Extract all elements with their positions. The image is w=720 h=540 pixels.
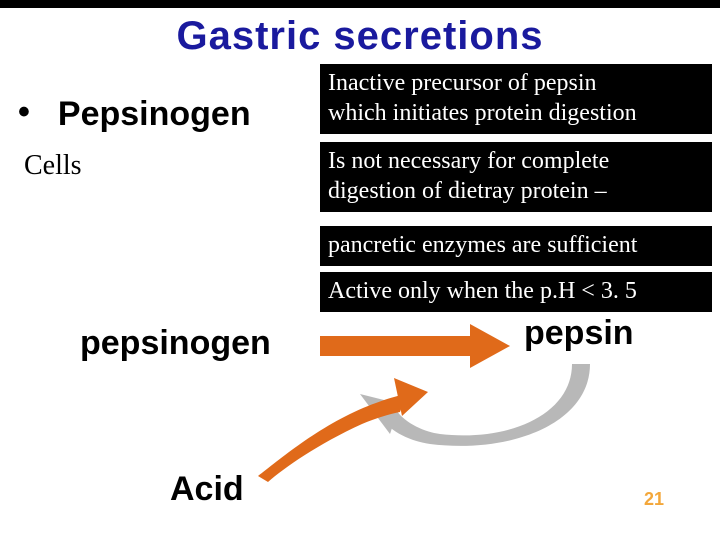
box2-line2: digestion of dietray protein – — [328, 178, 607, 204]
pepsinogen-heading: Pepsinogen — [58, 95, 251, 134]
box2-line1: Is not necessary for complete — [328, 148, 609, 174]
pepsinogen-label: pepsinogen — [80, 324, 271, 363]
top-black-bar — [0, 0, 720, 8]
cells-label: Cells — [24, 150, 82, 182]
box4-text: Active only when the p.H < 3. 5 — [328, 278, 637, 304]
definition-box-1: Inactive precursor of pepsin which initi… — [320, 64, 712, 134]
box1-line2: which initiates protein digestion — [328, 100, 637, 126]
bullet-dot: • — [18, 95, 30, 129]
slide-title: Gastric secretions — [0, 14, 720, 59]
acid-label: Acid — [170, 470, 244, 509]
arrow-curved-orange-icon — [248, 366, 428, 486]
box1-line1: Inactive precursor of pepsin — [328, 70, 597, 96]
definition-box-3: pancretic enzymes are sufficient — [320, 226, 712, 266]
box3-text: pancretic enzymes are sufficient — [328, 232, 637, 258]
definition-box-2: Is not necessary for complete digestion … — [320, 142, 712, 212]
pepsin-label: pepsin — [524, 314, 634, 353]
definition-box-4: Active only when the p.H < 3. 5 — [320, 272, 712, 312]
page-number: 21 — [644, 489, 664, 510]
